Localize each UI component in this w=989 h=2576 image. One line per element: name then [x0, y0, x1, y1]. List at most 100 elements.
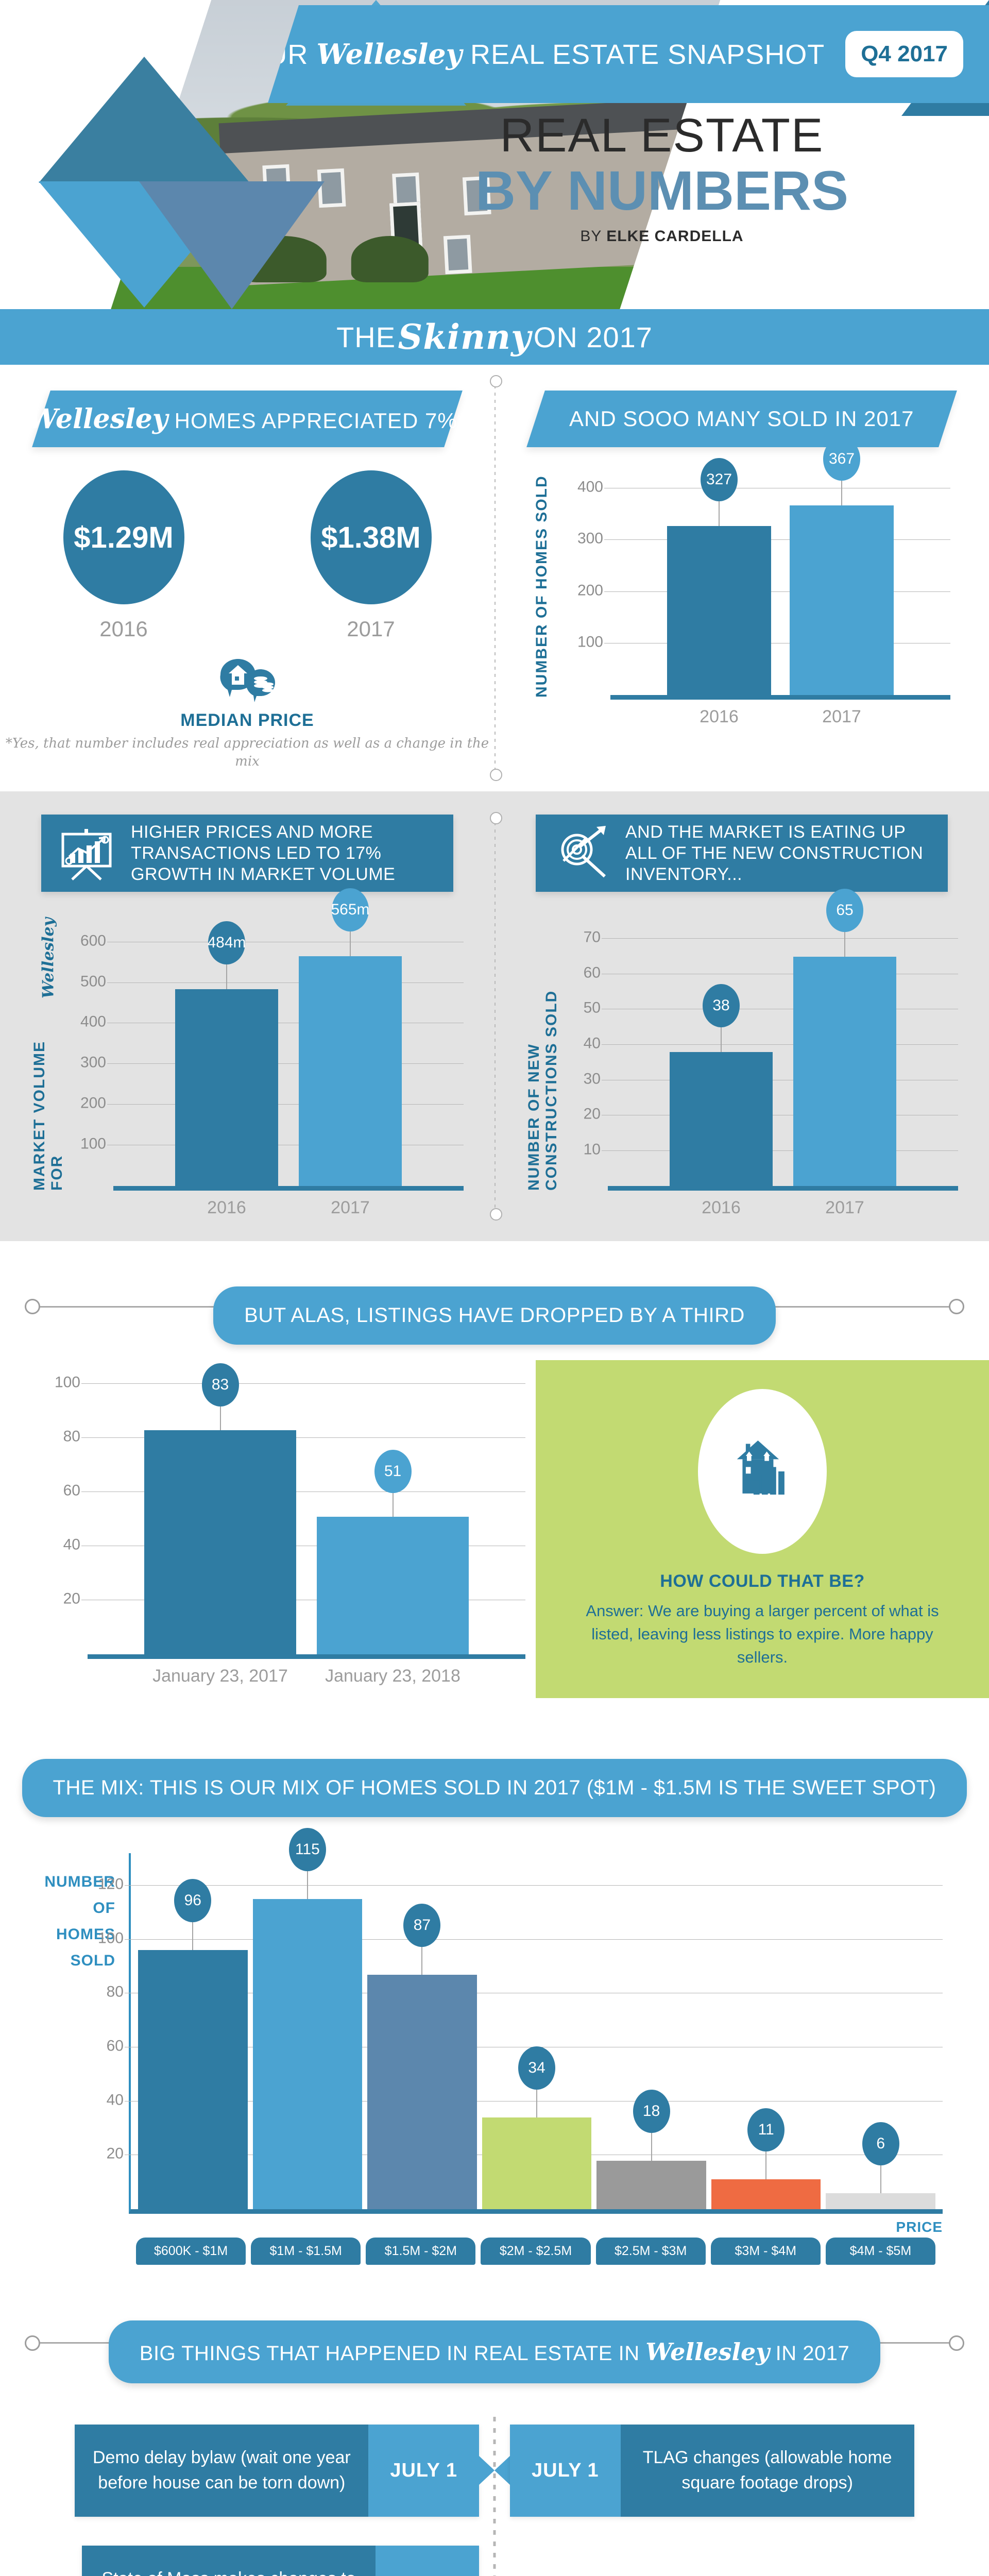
value-bubble: 115: [288, 1828, 326, 1871]
bar: 11: [711, 2108, 821, 2209]
timeline-arrow-left-icon: [494, 2456, 510, 2485]
market-volume-panel: HIGHER PRICES AND MORE TRANSACTIONS LED …: [0, 815, 494, 1218]
median-price-year-2017: 2017: [347, 617, 395, 641]
x-axis-label: $4M - $5M: [825, 2238, 935, 2265]
section-timeline: BIG THINGS THAT HAPPENED IN REAL ESTATE …: [0, 2285, 989, 2576]
x-axis-price-pill: $2.5M - $3M: [595, 2238, 706, 2265]
timeline-event-text: Demo delay bylaw (wait one year before h…: [75, 2425, 369, 2517]
title-line-2: BY NUMBERS: [475, 159, 849, 222]
y-axis-tick: 80: [106, 1983, 124, 2001]
y-axis-tickmark: [602, 938, 608, 939]
value-bubble: 51: [374, 1449, 412, 1493]
y-axis-tick: 200: [80, 1094, 106, 1112]
gridline: 10: [584, 1141, 958, 1158]
median-price-year-2016: 2016: [99, 617, 148, 641]
value-stem: [392, 1486, 394, 1517]
value-bubble: 18: [633, 2089, 670, 2133]
listings-content: 20 40 60 80 100 83 51 January 23, 2017 January …: [0, 1350, 989, 1714]
gridline: 80: [63, 1428, 525, 1445]
quarter-badge: Q4 2017: [845, 31, 963, 77]
x-axis-label: 2016: [207, 1198, 246, 1218]
new-construction-chart: NUMBER OF NEW CONSTRUCTIONS SOLD 10 20 30 4…: [525, 888, 958, 1218]
bar: 51: [317, 1449, 469, 1655]
section-volume-and-construction: HIGHER PRICES AND MORE TRANSACTIONS LED …: [0, 791, 989, 1242]
timeline-row: State of Mass makes changes to lead regu…: [0, 2545, 989, 2576]
x-axis-label: January 23, 2017: [152, 1666, 288, 1686]
appreciation-banner-text: HOMES APPRECIATED 7%*: [175, 408, 467, 433]
bar-group: 327 367: [610, 437, 950, 695]
byline-prefix: BY: [580, 227, 602, 245]
timeline-event-tlag: JULY 1 TLAG changes (allowable home squa…: [510, 2425, 914, 2517]
gridline: 40: [584, 1035, 958, 1052]
timeline-event-text: State of Mass makes changes to lead regu…: [82, 2545, 376, 2576]
listings-chart: 20 40 60 80 100 83 51 January 23, 2017 January …: [31, 1363, 525, 1686]
bar: 65: [793, 888, 896, 1187]
median-price-value-2017: $1.38M: [310, 470, 432, 604]
how-could-that-be-heading: HOW COULD THAT BE?: [660, 1571, 865, 1591]
y-axis-tick: 200: [577, 581, 603, 599]
market-volume-y-axis-label: MARKET VOLUME FOR Wellesley: [31, 918, 66, 1191]
value-stem: [226, 958, 227, 990]
value-bubble: 87: [403, 1903, 441, 1947]
value-stem: [651, 2126, 652, 2161]
decorative-triangle: [39, 57, 250, 183]
title-line-1: REAL ESTATE: [500, 109, 824, 162]
value-stem: [421, 1940, 423, 1975]
homes-sold-banner: AND SOOO MANY SOLD IN 2017: [526, 391, 957, 447]
median-price-2017: $1.38M 2017: [263, 470, 479, 641]
skinny-prefix: THE: [336, 320, 396, 353]
bar: 87: [367, 1903, 477, 2209]
section-listings: BUT ALAS, LISTINGS HAVE DROPPED BY A THI…: [0, 1241, 989, 1734]
value-stem: [721, 1021, 722, 1052]
x-axis-price-pill: $1M - $1.5M: [251, 2238, 361, 2265]
timeline-pill-suffix: IN 2017: [775, 2342, 850, 2365]
x-axis-label: $3M - $4M: [710, 2238, 821, 2265]
timeline-pill-label: BIG THINGS THAT HAPPENED IN REAL ESTATE …: [108, 2320, 881, 2383]
x-axis-price-pill: $4M - $5M: [825, 2238, 935, 2265]
y-axis-tick: 40: [63, 1536, 80, 1553]
value-stem: [844, 925, 845, 957]
bar-group: 38 65: [608, 888, 958, 1187]
x-axis-label: January 23, 2018: [325, 1666, 461, 1686]
new-construction-banner-text: AND THE MARKET IS EATING UP ALL OF THE N…: [625, 822, 924, 884]
gridline: 100: [98, 1929, 943, 1946]
timeline-body: Demo delay bylaw (wait one year before h…: [0, 2388, 989, 2576]
mix-y-axis-line-4: SOLD: [70, 1952, 115, 1969]
y-axis-tick: 100: [577, 633, 603, 651]
section-mix: THE MIX: THIS IS OUR MIX OF HOMES SOLD I…: [0, 1734, 989, 2285]
gridline: 70: [584, 929, 958, 946]
skinny-banner: THE Skinny ON 2017: [0, 309, 989, 365]
median-price-panel: Wellesley HOMES APPRECIATED 7%* $1.29M 2…: [0, 385, 494, 771]
y-axis-tick: 100: [97, 1929, 124, 1946]
market-volume-banner-text: HIGHER PRICES AND MORE TRANSACTIONS LED …: [131, 822, 396, 884]
x-axis-label: 2017: [331, 1198, 370, 1218]
mix-y-axis-line-2: OF: [93, 1900, 115, 1917]
y-axis-tick: 80: [63, 1428, 80, 1445]
value-bubble: 327: [701, 458, 738, 502]
timeline-event-demo-delay: Demo delay bylaw (wait one year before h…: [75, 2425, 479, 2517]
decorative-triangle: [139, 181, 325, 309]
value-bubble: 11: [747, 2108, 785, 2152]
mix-y-axis-line-1: NUMBER: [44, 1873, 115, 1890]
market-volume-banner: HIGHER PRICES AND MORE TRANSACTIONS LED …: [41, 815, 453, 892]
median-price-label: MEDIAN PRICE: [180, 710, 314, 730]
gridline: 300: [80, 1054, 464, 1071]
y-axis-tick: 600: [80, 931, 106, 949]
value-stem: [880, 2159, 881, 2193]
y-axis-tick: 300: [577, 530, 603, 547]
market-volume-y-axis-prefix: MARKET VOLUME FOR: [31, 1041, 65, 1191]
value-stem: [536, 2083, 538, 2118]
hero-kicker-text: YOUR Wellesley REAL ESTATE SNAPSHOT: [268, 38, 825, 71]
value-bubble: 6: [862, 2122, 899, 2165]
gridline: 100: [55, 1374, 525, 1391]
how-could-that-be-body: Answer: We are buying a larger percent o…: [586, 1602, 939, 1667]
y-axis-tick: 50: [583, 999, 601, 1016]
y-axis-tickmark: [125, 2100, 131, 2102]
bar-group: 83 51: [88, 1363, 525, 1655]
value-stem: [219, 1400, 221, 1430]
timeline-arrow-right-icon: [479, 2456, 494, 2485]
hero-section: YOUR Wellesley REAL ESTATE SNAPSHOT Q4 2…: [0, 0, 989, 309]
new-construction-banner: AND THE MARKET IS EATING UP ALL OF THE N…: [536, 815, 948, 892]
median-price-caption: MEDIAN PRICE *Yes, that number includes …: [0, 655, 494, 771]
bar: 565m: [299, 888, 402, 1187]
